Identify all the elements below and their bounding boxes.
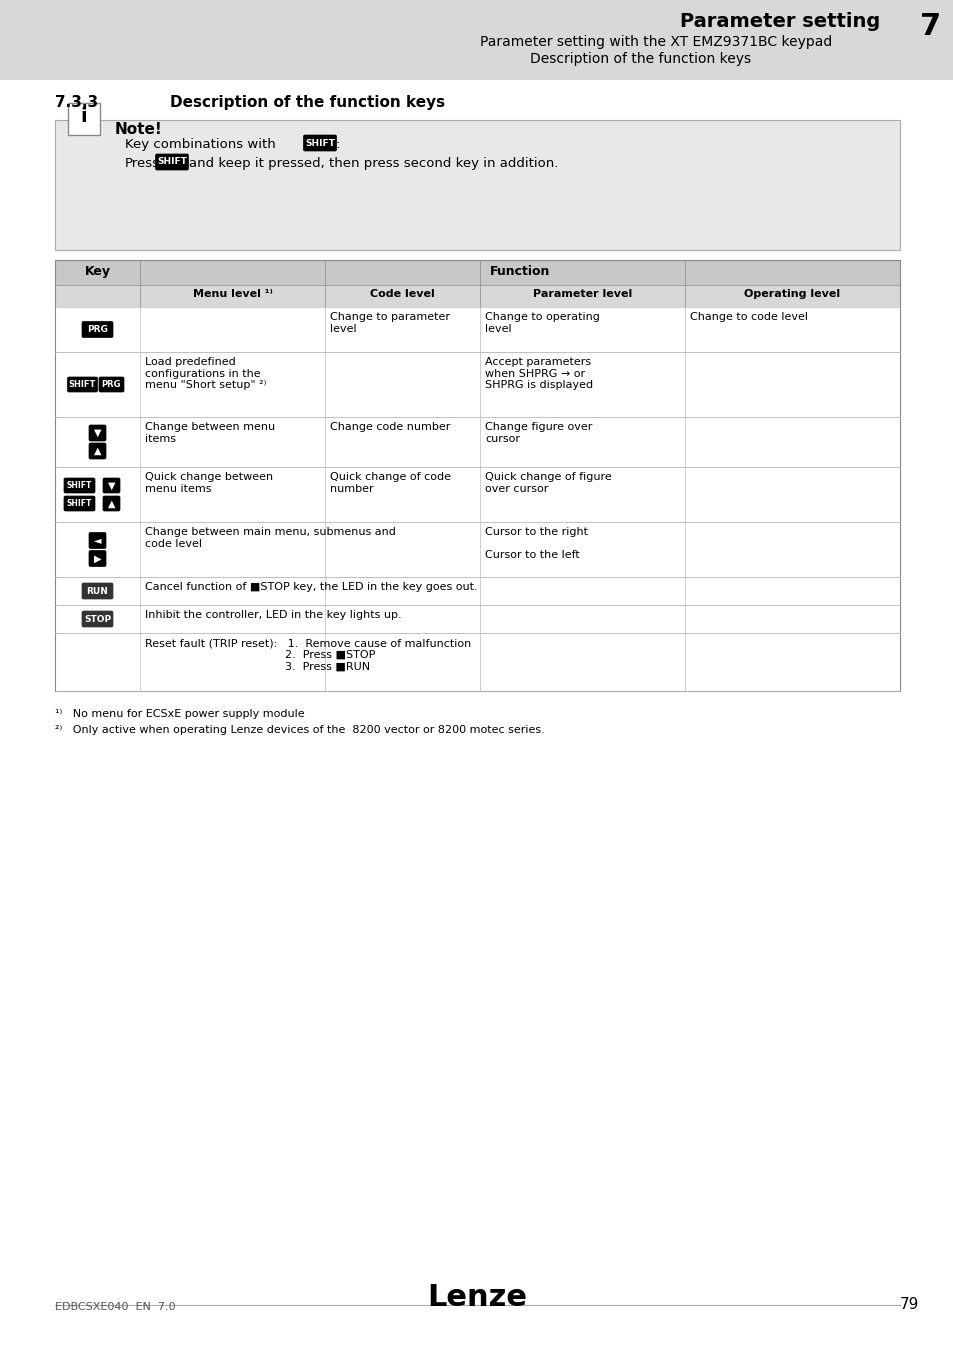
Text: ▼: ▼ xyxy=(108,481,115,490)
FancyBboxPatch shape xyxy=(89,551,106,567)
Bar xyxy=(55,261,899,285)
Text: ¹⁾   No menu for ECSxE power supply module: ¹⁾ No menu for ECSxE power supply module xyxy=(55,709,304,720)
Text: Parameter level: Parameter level xyxy=(533,289,632,298)
Text: Change to code level: Change to code level xyxy=(689,312,807,323)
Text: SHIFT: SHIFT xyxy=(305,139,335,147)
Text: :: : xyxy=(335,138,340,151)
Bar xyxy=(55,576,899,605)
Text: Cursor to the right

Cursor to the left: Cursor to the right Cursor to the left xyxy=(484,526,587,560)
Text: Reset fault (TRIP reset):   1.  Remove cause of malfunction
                    : Reset fault (TRIP reset): 1. Remove caus… xyxy=(145,639,471,671)
Text: Description of the function keys: Description of the function keys xyxy=(170,95,445,109)
Text: i: i xyxy=(81,108,88,127)
Bar xyxy=(55,352,899,417)
Text: Change between main menu, submenus and
code level: Change between main menu, submenus and c… xyxy=(145,526,395,548)
FancyBboxPatch shape xyxy=(155,154,189,170)
Text: Note!: Note! xyxy=(115,122,163,136)
Text: ▶: ▶ xyxy=(93,554,101,563)
Bar xyxy=(68,103,100,135)
Bar xyxy=(55,261,899,691)
Bar xyxy=(55,522,899,576)
Text: Key combinations with: Key combinations with xyxy=(125,138,275,151)
FancyBboxPatch shape xyxy=(89,425,106,441)
Bar xyxy=(55,120,899,250)
Text: 7.3.3: 7.3.3 xyxy=(55,95,98,109)
Bar xyxy=(55,285,899,306)
Bar xyxy=(55,633,899,691)
Text: PRG: PRG xyxy=(87,325,108,333)
Text: Inhibit the controller, LED in the key lights up.: Inhibit the controller, LED in the key l… xyxy=(145,610,401,620)
FancyBboxPatch shape xyxy=(89,443,106,459)
FancyBboxPatch shape xyxy=(64,478,95,493)
Text: ▲: ▲ xyxy=(108,498,115,509)
FancyBboxPatch shape xyxy=(303,135,336,151)
Text: Parameter setting: Parameter setting xyxy=(679,12,880,31)
Text: Change code number: Change code number xyxy=(330,423,450,432)
Bar xyxy=(55,120,899,250)
Text: Menu level ¹⁾: Menu level ¹⁾ xyxy=(193,289,273,298)
Text: Lenze: Lenze xyxy=(427,1282,526,1312)
Text: Parameter setting with the XT EMZ9371BC keypad: Parameter setting with the XT EMZ9371BC … xyxy=(479,35,831,49)
FancyBboxPatch shape xyxy=(103,478,120,493)
Text: Code level: Code level xyxy=(370,289,435,298)
Bar xyxy=(55,467,899,522)
Text: Accept parameters
when SHPRG → or
SHPRG is displayed: Accept parameters when SHPRG → or SHPRG … xyxy=(484,356,593,390)
Text: and keep it pressed, then press second key in addition.: and keep it pressed, then press second k… xyxy=(189,157,558,170)
Text: SHIFT: SHIFT xyxy=(67,481,92,490)
Text: Operating level: Operating level xyxy=(743,289,840,298)
Text: STOP: STOP xyxy=(84,614,111,624)
Bar xyxy=(55,306,899,352)
FancyBboxPatch shape xyxy=(103,495,120,512)
Text: Key: Key xyxy=(85,265,111,278)
Text: Change between menu
items: Change between menu items xyxy=(145,423,274,444)
Bar xyxy=(55,261,899,285)
Text: Change figure over
cursor: Change figure over cursor xyxy=(484,423,592,444)
Text: 7: 7 xyxy=(919,12,941,40)
Text: Load predefined
configurations in the
menu "Short setup" ²⁾: Load predefined configurations in the me… xyxy=(145,356,266,390)
Text: ²⁾   Only active when operating Lenze devices of the  8200 vector or 8200 motec : ²⁾ Only active when operating Lenze devi… xyxy=(55,725,544,734)
Text: Quick change of code
number: Quick change of code number xyxy=(330,472,451,494)
Text: Cancel function of ■STOP key, the LED in the key goes out.: Cancel function of ■STOP key, the LED in… xyxy=(145,582,477,593)
Bar xyxy=(0,0,953,80)
FancyBboxPatch shape xyxy=(99,377,124,392)
Text: EDBCSXE040  EN  7.0: EDBCSXE040 EN 7.0 xyxy=(55,1301,175,1312)
Text: ▼: ▼ xyxy=(93,428,101,437)
FancyBboxPatch shape xyxy=(82,612,112,626)
Text: PRG: PRG xyxy=(102,379,121,389)
Text: SHIFT: SHIFT xyxy=(69,379,96,389)
Bar xyxy=(55,605,899,633)
Text: Quick change between
menu items: Quick change between menu items xyxy=(145,472,273,494)
FancyBboxPatch shape xyxy=(64,495,95,512)
Text: 79: 79 xyxy=(899,1297,919,1312)
Text: Press: Press xyxy=(125,157,160,170)
FancyBboxPatch shape xyxy=(82,321,112,338)
Text: Quick change of figure
over cursor: Quick change of figure over cursor xyxy=(484,472,611,494)
FancyBboxPatch shape xyxy=(68,377,97,392)
FancyBboxPatch shape xyxy=(89,532,106,548)
Text: RUN: RUN xyxy=(87,586,109,595)
Text: Change to operating
level: Change to operating level xyxy=(484,312,599,333)
Text: Change to parameter
level: Change to parameter level xyxy=(330,312,450,333)
Text: ▲: ▲ xyxy=(93,446,101,456)
Text: SHIFT: SHIFT xyxy=(67,500,92,508)
FancyBboxPatch shape xyxy=(82,583,112,599)
Bar xyxy=(55,417,899,467)
Text: Function: Function xyxy=(489,265,550,278)
Text: SHIFT: SHIFT xyxy=(157,158,187,166)
Text: ◄: ◄ xyxy=(93,536,101,545)
Text: Description of the function keys: Description of the function keys xyxy=(530,53,750,66)
Bar xyxy=(55,285,899,306)
